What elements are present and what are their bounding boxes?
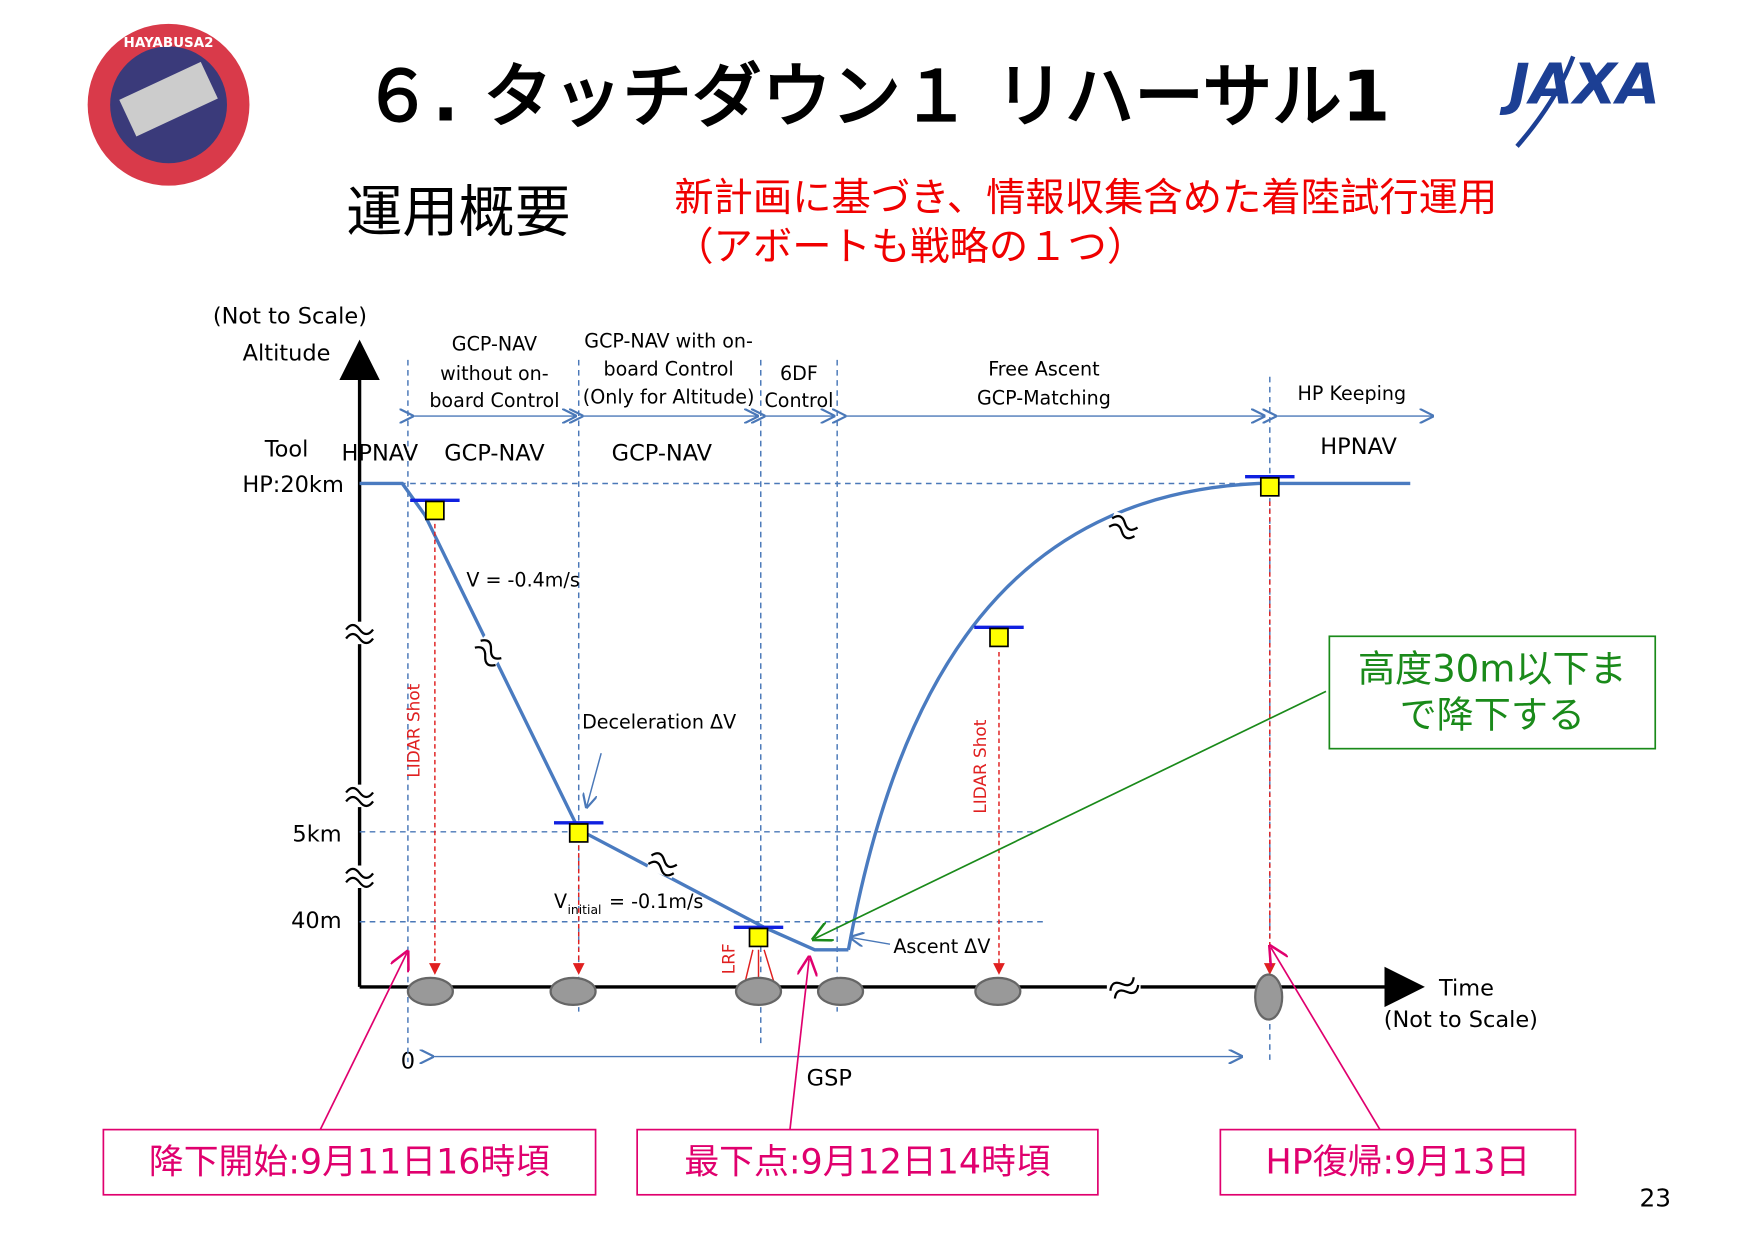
phase-arrows: [412, 416, 1432, 1057]
phase-description: GCP-Matching: [977, 387, 1111, 410]
annotation: = -0.1m/s: [609, 890, 703, 913]
break-gap: [646, 848, 680, 879]
phase-description: Free Ascent: [988, 357, 1100, 380]
asteroid: [734, 976, 783, 1006]
mode-label: GCP-NAV: [612, 441, 713, 467]
asteroid: [549, 976, 597, 1006]
title: ６. タッチダウン１ リハーサル1: [363, 56, 1391, 137]
phase-description: GCP-NAV: [452, 333, 537, 356]
break-mark: [1109, 977, 1140, 999]
annotation: Deceleration ΔV: [582, 710, 736, 733]
agency-logo: JAXA: [1499, 53, 1660, 148]
mode-label: HPNAV: [1320, 434, 1397, 460]
phase-description: 6DF: [780, 362, 818, 385]
spacecraft: [568, 823, 589, 843]
break-mark: [345, 867, 374, 888]
spacecraft: [1259, 477, 1280, 497]
trajectory: [359, 481, 1411, 952]
target-callout: [1328, 635, 1657, 750]
target-pointer: [815, 690, 1327, 938]
level-label: HP:20km: [242, 472, 344, 498]
mode-label: HPNAV: [342, 441, 419, 467]
svg-text:HAYABUSA2: HAYABUSA2: [124, 35, 214, 51]
phase-description: board Control: [429, 389, 559, 412]
break-mark: [647, 852, 678, 877]
mission-logo: HAYABUSA2: [87, 23, 250, 186]
decorations: [343, 475, 1295, 1021]
spacecraft: [748, 927, 769, 948]
page-number: 23: [1639, 1183, 1670, 1212]
break-gap: [471, 634, 507, 670]
level-label: 40m: [291, 908, 341, 934]
break-gap: [1107, 975, 1140, 999]
phase-description: (Only for Altitude): [583, 386, 755, 409]
lidar-label: LIDAR Shot: [970, 719, 990, 813]
x-axis-label: Time: [1438, 976, 1494, 1002]
annotation: V: [554, 890, 567, 913]
phase-description: HP Keeping: [1298, 382, 1407, 405]
asteroid: [406, 976, 454, 1006]
event-label: HP復帰:9月13日: [1266, 1142, 1531, 1182]
asteroid: [816, 976, 865, 1006]
lidar-label: LIDAR Shot: [404, 683, 424, 777]
break-gap: [1107, 510, 1141, 542]
y-axis-note: (Not to Scale): [213, 304, 367, 330]
asteroid: [1254, 973, 1284, 1021]
event-label: 降下開始:9月11日16時頃: [149, 1142, 550, 1182]
break-gap: [343, 784, 376, 808]
lrf-label: LRF: [718, 943, 738, 974]
section: 運用概要: [346, 181, 571, 246]
target-label: で降下する: [1400, 694, 1585, 737]
break-gap: [343, 865, 376, 889]
level-label: Tool: [264, 436, 309, 462]
phase-description: Control: [764, 389, 833, 412]
break-mark: [345, 623, 374, 645]
break-mark: [474, 639, 502, 667]
mode-label: GCP-NAV: [444, 441, 545, 467]
gsp-label: GSP: [807, 1066, 852, 1092]
break-mark: [1108, 515, 1139, 540]
phase-description: board Control: [603, 357, 733, 380]
level-label: 5km: [292, 822, 341, 848]
annotation: Ascent ΔV: [893, 935, 990, 958]
x-axis-note: (Not to Scale): [1384, 1007, 1538, 1033]
annotation: V = -0.4m/s: [466, 569, 579, 592]
break-mark: [345, 786, 374, 808]
objective: （アボートも戦略の１つ）: [674, 224, 1146, 270]
target-label: 高度30m以下ま: [1358, 648, 1627, 691]
asteroid: [974, 976, 1022, 1006]
phase-description: GCP-NAV with on-: [584, 329, 753, 352]
svg-text:JAXA: JAXA: [1499, 53, 1660, 118]
event-label: 最下点:9月12日14時頃: [684, 1142, 1050, 1182]
objective: 新計画に基づき、情報収集含めた着陸試行運用: [674, 175, 1497, 221]
break-gap: [343, 621, 376, 645]
event-callouts: [102, 948, 1577, 1196]
y-axis-label: Altitude: [243, 341, 331, 367]
annotation: initial: [567, 903, 601, 917]
spacecraft: [989, 627, 1009, 648]
phase-description: without on-: [440, 362, 549, 385]
spacecraft: [425, 500, 445, 521]
